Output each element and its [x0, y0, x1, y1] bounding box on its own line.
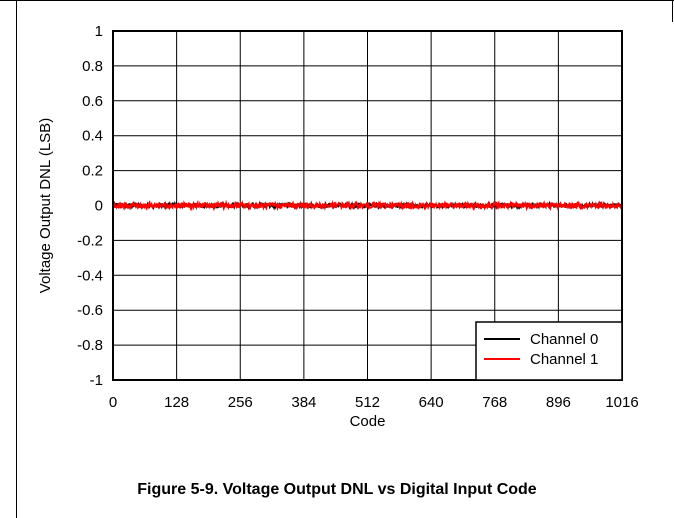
x-tick-label: 0	[109, 394, 117, 411]
legend-label: Channel 0	[530, 331, 598, 348]
x-tick-label: 1016	[605, 394, 638, 411]
legend-box	[475, 321, 623, 381]
legend: Channel 0 Channel 1	[475, 321, 623, 381]
left-rule	[16, 0, 17, 518]
x-axis-label: Code	[350, 413, 386, 430]
y-tick-label: 0.4	[82, 128, 103, 145]
series-lines	[112, 199, 623, 212]
x-tick-label: 512	[355, 394, 380, 411]
top-rule	[0, 0, 674, 1]
y-axis-label: Voltage Output DNL (LSB)	[37, 118, 54, 293]
figure-caption: Figure 5-9. Voltage Output DNL vs Digita…	[137, 481, 537, 498]
x-tick-label: 896	[546, 394, 571, 411]
x-tick-label: 768	[482, 394, 507, 411]
y-tick-label: 1	[95, 23, 103, 40]
y-tick-labels: 1 0.8 0.6 0.4 0.2 0 -0.2 -0.4 -0.6 -0.8 -1	[77, 23, 103, 389]
y-tick-label: 0	[95, 198, 103, 215]
x-tick-labels: 0 128 256 384 512 640 768 896 1016	[109, 394, 639, 411]
y-tick-label: -1	[90, 372, 103, 389]
x-tick-label: 256	[228, 394, 253, 411]
y-tick-label: 0.6	[82, 93, 103, 110]
y-tick-label: 0.2	[82, 163, 103, 180]
x-tick-label: 128	[164, 394, 189, 411]
legend-label: Channel 1	[530, 351, 598, 368]
x-tick-label: 640	[419, 394, 444, 411]
plot-frame	[112, 30, 623, 381]
y-tick-label: -0.2	[77, 232, 103, 249]
y-tick-label: -0.4	[77, 267, 103, 284]
dnl-chart: 1 0.8 0.6 0.4 0.2 0 -0.2 -0.4 -0.6 -0.8 -1 0 128 256…	[37, 23, 639, 430]
right-rule	[672, 0, 673, 22]
series-line-channel-1	[112, 199, 623, 212]
y-tick-label: -0.6	[77, 302, 103, 319]
y-tick-label: -0.8	[77, 337, 103, 354]
x-tick-label: 384	[291, 394, 316, 411]
y-tick-label: 0.8	[82, 58, 103, 75]
